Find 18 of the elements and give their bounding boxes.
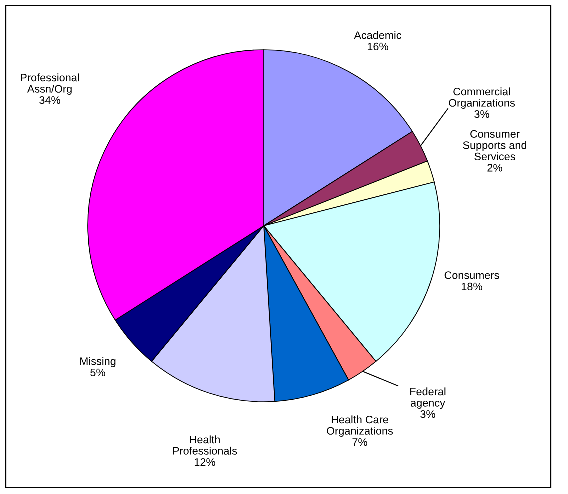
data-label: 2% <box>488 164 502 172</box>
slice-label: Commercial Organizations <box>449 88 516 110</box>
slice-label: Health Professionals <box>173 436 238 455</box>
data-label: 3% <box>474 110 490 118</box>
data-label: 34% <box>40 96 60 104</box>
slice-label: Professional Assn/Org <box>21 74 80 96</box>
data-label: 3% <box>420 410 436 418</box>
data-label: 18% <box>462 282 482 291</box>
data-label: 7% <box>352 438 368 446</box>
data-label: 5% <box>90 368 106 377</box>
slice-label: Federal agency <box>410 388 446 410</box>
slice-label: Missing <box>80 357 116 368</box>
data-label: 16% <box>368 42 388 51</box>
slice-label: Consumer Supports and Services <box>463 130 527 161</box>
slice-label: Consumers <box>444 272 500 280</box>
slice-label: Academic <box>354 31 402 40</box>
data-label: 12% <box>194 458 216 466</box>
slice-label: Health Care Organizations <box>327 416 394 438</box>
